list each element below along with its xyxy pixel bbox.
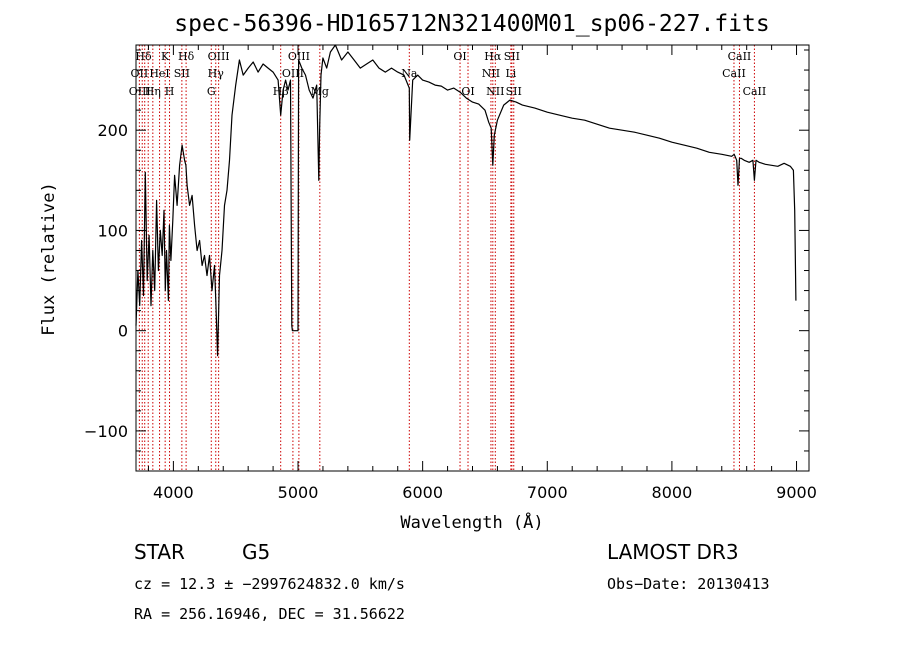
spectral-line-label: K [161, 50, 170, 63]
spectral-line-label: Na [401, 67, 418, 80]
spectral-line-label: OII [131, 67, 149, 80]
spectral-line-label: OIII [282, 67, 304, 80]
spectral-line-label: Hη [145, 85, 161, 98]
object-type: STAR [134, 540, 185, 564]
y-tick-label: 200 [97, 121, 128, 140]
x-tick-label: 4000 [153, 483, 194, 502]
spectral-line-label: Li [505, 67, 516, 80]
spectral-line-label: OI [461, 85, 474, 98]
spectral-line-label: Hβ [273, 85, 289, 98]
y-tick-label: 0 [118, 322, 128, 341]
spectral-line-label: SII [504, 50, 520, 63]
coordinates-line: RA = 256.16946, DEC = 31.56622 [134, 605, 405, 623]
y-tick-label: −100 [84, 422, 128, 441]
spectral-line-label: OI [453, 50, 466, 63]
spectrum-line [135, 44, 797, 357]
spectral-line-label: SII [174, 67, 190, 80]
spectral-line-label: Hγ [208, 67, 225, 80]
redshift-line: cz = 12.3 ± −2997624832.0 km/s [134, 575, 405, 593]
spectral-line-label: Hδ [178, 50, 195, 63]
spectral-line-label: OIII [288, 50, 310, 63]
spectral-line-label: NII [486, 85, 504, 98]
spectral-line-label: HeI [149, 67, 169, 80]
spectral-line-label: Hδ [135, 50, 152, 63]
spectral-line-label: SII [506, 85, 522, 98]
spectral-subclass: G5 [242, 540, 270, 564]
x-tick-label: 9000 [776, 483, 817, 502]
spectrum-series [135, 44, 797, 357]
spectral-line-label: CaII [728, 50, 752, 63]
x-tick-label: 7000 [527, 483, 568, 502]
x-tick-label: 5000 [278, 483, 319, 502]
observation-date: Obs−Date: 20130413 [607, 575, 770, 593]
spectral-line-label: OIII [208, 50, 230, 63]
y-tick-label: 100 [97, 221, 128, 240]
x-axis-label: Wavelength (Å) [400, 511, 543, 533]
spectral-line-label: CaII [743, 85, 767, 98]
spectral-line-label: CaII [722, 67, 746, 80]
spectral-line-label: G [207, 85, 216, 98]
axis-ticks: 4000 5000 6000 7000 8000 9000 −100 0 100 200 [84, 45, 817, 502]
spectral-line-label: H [165, 85, 175, 98]
survey-name: LAMOST DR3 [607, 540, 739, 564]
x-tick-label: 6000 [402, 483, 443, 502]
chart-title: spec-56396-HD165712N321400M01_sp06-227.f… [174, 11, 769, 37]
spectral-line-label: NII [482, 67, 500, 80]
spectral-line-label: Hα [484, 50, 502, 63]
spectral-line-markers [138, 45, 755, 471]
plot-frame [135, 44, 810, 472]
spectral-line-label: OIII [129, 85, 151, 98]
y-axis-label: Flux (relative) [39, 182, 59, 336]
x-tick-label: 8000 [652, 483, 693, 502]
